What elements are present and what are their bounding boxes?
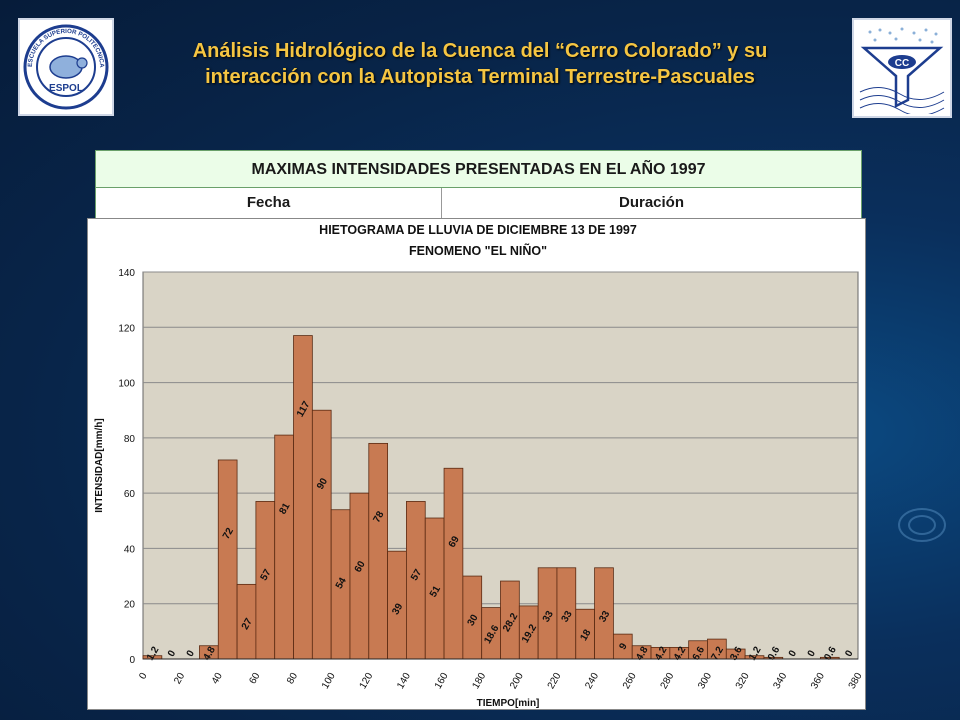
- x-tick-label: 340: [771, 671, 789, 691]
- y-tick-label: 120: [118, 323, 135, 334]
- chart-subtitle: FENOMENO "EL NIÑO": [409, 243, 547, 258]
- bar-data-label: 27: [240, 616, 255, 632]
- bar: [217, 459, 238, 660]
- bar-data-label: 0: [787, 648, 800, 659]
- title-line-1: Análisis Hidrológico de la Cuenca del “C…: [192, 40, 768, 62]
- bar-data-label: 33: [597, 609, 612, 625]
- bar-data-label: 18: [578, 627, 593, 643]
- bar-data-label: 81: [277, 501, 292, 517]
- x-tick-label: 180: [470, 671, 488, 691]
- bar-data-label: 72: [221, 526, 236, 542]
- bar: [293, 335, 313, 660]
- x-tick-label: 0: [137, 671, 150, 682]
- y-tick-label: 20: [124, 600, 136, 611]
- y-tick-label: 100: [118, 379, 135, 390]
- x-tick-label: 280: [659, 671, 677, 691]
- bar-data-label: 51: [428, 584, 443, 600]
- bar-data-label: 57: [409, 567, 424, 583]
- y-tick-label: 0: [129, 655, 135, 666]
- x-tick-label: 300: [696, 671, 714, 691]
- bar-data-label: 57: [259, 567, 274, 583]
- chart-svg: HIETOGRAMA DE LLUVIA DE DICIEMBRE 13 DE …: [94, 223, 865, 709]
- x-tick-label: 360: [809, 671, 827, 691]
- bar-data-label: 0: [806, 648, 819, 659]
- logo-left-text: ESPOL: [49, 83, 83, 94]
- bar-data-label: 33: [560, 609, 575, 625]
- bar-data-label: 0: [843, 648, 856, 659]
- bar: [274, 434, 294, 660]
- x-tick-label: 200: [508, 671, 526, 691]
- x-tick-label: 220: [546, 671, 564, 691]
- bar-data-label: 9: [617, 641, 630, 652]
- x-tick-label: 160: [433, 671, 451, 691]
- espol-logo: ESCUELA SUPERIOR POLITECNICA DEL LITORAL…: [18, 18, 114, 116]
- bar-data-label: 0: [185, 648, 198, 659]
- x-tick-label: 80: [285, 671, 300, 687]
- bar-data-label: 60: [353, 559, 368, 575]
- x-tick-label: 240: [583, 671, 601, 691]
- bar-data-label: 39: [390, 601, 405, 617]
- x-tick-label: 40: [210, 671, 225, 687]
- column-header-duracion: Duración: [618, 194, 684, 211]
- x-axis-label: TIEMPO[min]: [477, 698, 540, 709]
- table-title: MAXIMAS INTENSIDADES PRESENTADAS EN EL A…: [96, 151, 861, 188]
- logo-right-text: CC: [895, 58, 909, 69]
- bar: [443, 467, 464, 660]
- bar: [368, 442, 389, 660]
- max-intensities-table: MAXIMAS INTENSIDADES PRESENTADAS EN EL A…: [95, 150, 862, 220]
- bar-data-label: 90: [315, 476, 330, 492]
- slide-title: Análisis Hidrológico de la Cuenca del “C…: [120, 38, 840, 90]
- y-tick-label: 80: [124, 434, 136, 445]
- y-tick-label: 40: [124, 544, 136, 555]
- faculty-logo: CC: [852, 18, 952, 118]
- x-tick-label: 260: [621, 671, 639, 691]
- title-line-2: interacción con la Autopista Terminal Te…: [205, 66, 755, 88]
- water-ripple-decoration: [908, 515, 936, 535]
- bar-data-label: 33: [541, 609, 556, 625]
- x-tick-label: 320: [734, 671, 752, 691]
- bar-data-label: 69: [447, 534, 462, 550]
- y-tick-label: 140: [118, 268, 135, 279]
- x-tick-label: 140: [395, 671, 413, 691]
- x-tick-label: 120: [358, 671, 376, 691]
- x-tick-label: 60: [247, 671, 262, 687]
- chart-title: HIETOGRAMA DE LLUVIA DE DICIEMBRE 13 DE …: [319, 223, 637, 237]
- x-tick-label: 100: [320, 671, 338, 691]
- bar: [311, 409, 332, 660]
- bar: [349, 492, 370, 660]
- table-header-row: Fecha Duración: [96, 188, 861, 219]
- bar-data-label: 0: [166, 648, 179, 659]
- column-header-fecha: Fecha: [96, 188, 442, 219]
- bar-data-label: 30: [466, 612, 481, 628]
- hyetograph-chart: HIETOGRAMA DE LLUVIA DE DICIEMBRE 13 DE …: [87, 218, 866, 710]
- water-ripple-decoration: [898, 508, 946, 542]
- bar-data-label: 54: [334, 576, 349, 592]
- x-tick-label: 20: [172, 671, 187, 687]
- y-tick-label: 60: [124, 489, 136, 500]
- x-tick-label: 380: [847, 671, 865, 691]
- bar-data-label: 78: [371, 509, 386, 525]
- y-axis-label: INTENSIDAD[mm/h]: [94, 418, 105, 512]
